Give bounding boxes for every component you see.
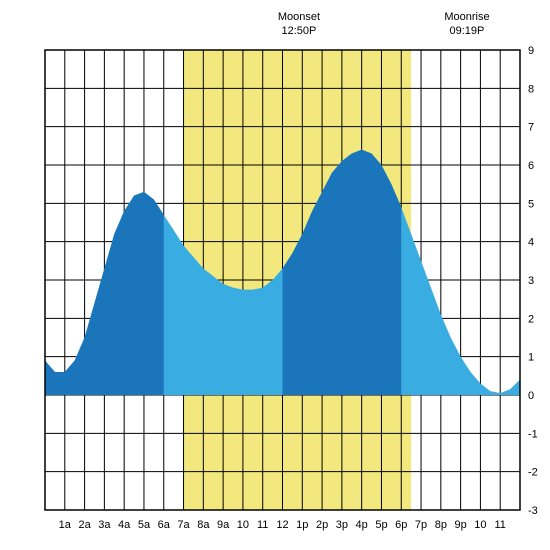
x-tick-label: 5p <box>375 519 387 531</box>
moon-event-time: 12:50P <box>281 25 316 37</box>
x-tick-label: 3a <box>98 519 111 531</box>
y-tick-label: 3 <box>528 275 534 287</box>
x-tick-label: 8a <box>197 519 210 531</box>
x-tick-label: 11 <box>257 519 268 531</box>
x-tick-label: 2a <box>78 519 91 531</box>
x-tick-label: 2p <box>316 519 328 531</box>
y-tick-label: 0 <box>528 390 534 402</box>
x-tick-label: 6p <box>395 519 407 531</box>
x-tick-label: 8p <box>435 519 447 531</box>
moon-event-title: Moonrise <box>444 11 489 23</box>
x-tick-label: 10 <box>237 519 249 531</box>
x-tick-label: 9a <box>217 519 230 531</box>
y-tick-label: 6 <box>528 160 534 172</box>
x-tick-label: 9p <box>455 519 467 531</box>
y-tick-label: 4 <box>528 237 534 249</box>
x-tick-label: 12 <box>276 519 288 531</box>
x-tick-label: 11 <box>494 519 505 531</box>
x-tick-label: 1p <box>296 519 308 531</box>
y-tick-label: 1 <box>528 352 534 364</box>
x-tick-label: 4p <box>356 519 368 531</box>
y-tick-label: 9 <box>528 45 534 57</box>
moon-event-time: 09:19P <box>450 25 485 37</box>
x-tick-label: 7p <box>415 519 427 531</box>
x-tick-label: 5a <box>138 519 151 531</box>
y-tick-label: 8 <box>528 83 534 95</box>
moon-event-title: Moonset <box>278 11 320 23</box>
x-tick-label: 4a <box>118 519 131 531</box>
y-tick-label: -1 <box>528 428 538 440</box>
y-tick-label: -3 <box>528 505 538 517</box>
x-tick-label: 7a <box>177 519 190 531</box>
x-tick-label: 3p <box>336 519 348 531</box>
x-tick-label: 10 <box>474 519 486 531</box>
y-tick-label: 2 <box>528 313 534 325</box>
x-tick-label: 1a <box>59 519 72 531</box>
y-tick-label: 5 <box>528 198 534 210</box>
y-tick-label: 7 <box>528 122 534 134</box>
y-tick-label: -2 <box>528 467 538 479</box>
chart-svg: -3-2-101234567891a2a3a4a5a6a7a8a9a101112… <box>0 0 550 550</box>
x-tick-label: 6a <box>158 519 171 531</box>
tide-chart: -3-2-101234567891a2a3a4a5a6a7a8a9a101112… <box>0 0 550 550</box>
